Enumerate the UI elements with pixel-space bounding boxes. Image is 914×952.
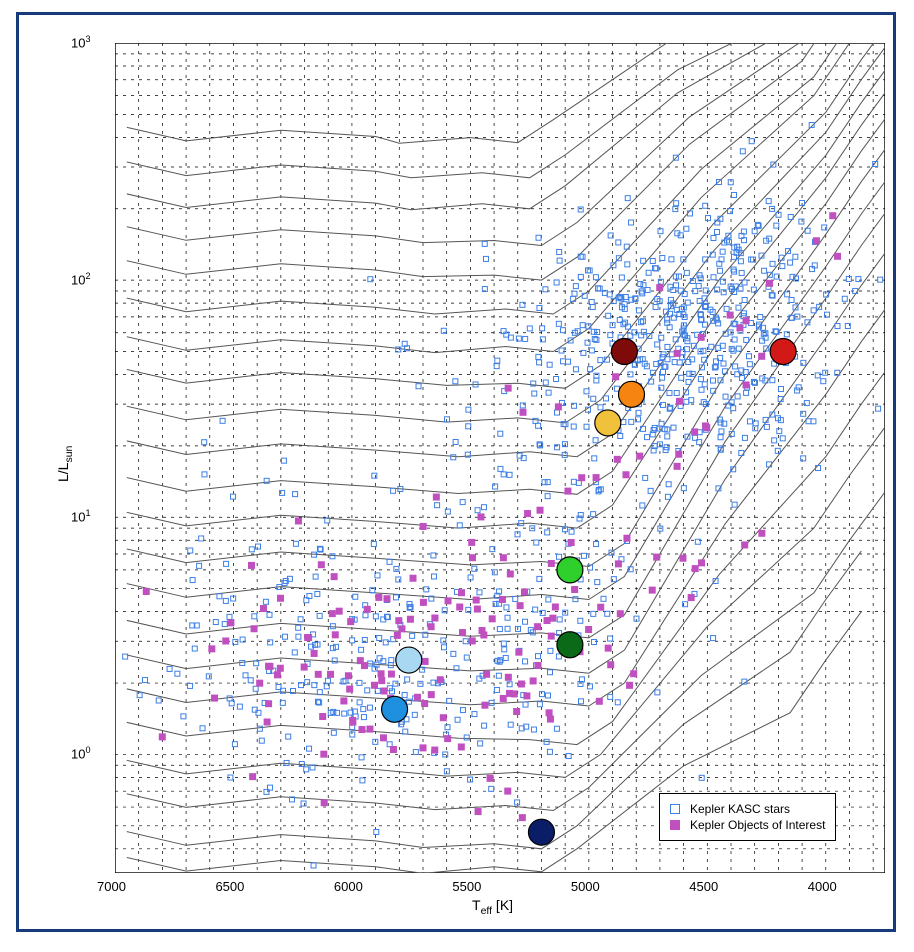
x-tick-label: 4000	[808, 879, 837, 894]
legend: Kepler KASC stars Kepler Objects of Inte…	[659, 793, 836, 841]
x-tick-label: 4500	[689, 879, 718, 894]
y-tick-label: 101	[71, 508, 91, 524]
y-tick-label: 100	[71, 745, 91, 761]
x-tick-label: 5500	[452, 879, 481, 894]
legend-swatch-koi	[670, 820, 680, 830]
ylabel-sub: sun	[63, 446, 75, 463]
x-tick-label: 5000	[571, 879, 600, 894]
legend-label-koi: Kepler Objects of Interest	[690, 818, 825, 832]
y-tick-label: 102	[71, 271, 91, 287]
x-tick-label: 7000	[97, 879, 126, 894]
legend-row-koi: Kepler Objects of Interest	[670, 818, 825, 832]
xlabel-unit: [K]	[492, 897, 513, 913]
y-axis-label: L/Lsun	[55, 446, 75, 482]
chart-frame: L/Lsun Teff [K] Kepler KASC stars Kepler…	[16, 12, 896, 932]
xlabel-sub: eff	[481, 905, 492, 917]
x-tick-label: 6000	[334, 879, 363, 894]
plot-area	[115, 43, 885, 873]
xlabel-t: T	[472, 897, 481, 913]
y-tick-label: 103	[71, 34, 91, 50]
legend-label-kasc: Kepler KASC stars	[690, 802, 790, 816]
ylabel-text: L/L	[55, 463, 71, 482]
x-axis-label: Teff [K]	[472, 897, 513, 917]
plot-svg	[115, 43, 885, 873]
x-tick-label: 6500	[215, 879, 244, 894]
legend-swatch-kasc	[670, 804, 680, 814]
legend-row-kasc: Kepler KASC stars	[670, 802, 825, 816]
